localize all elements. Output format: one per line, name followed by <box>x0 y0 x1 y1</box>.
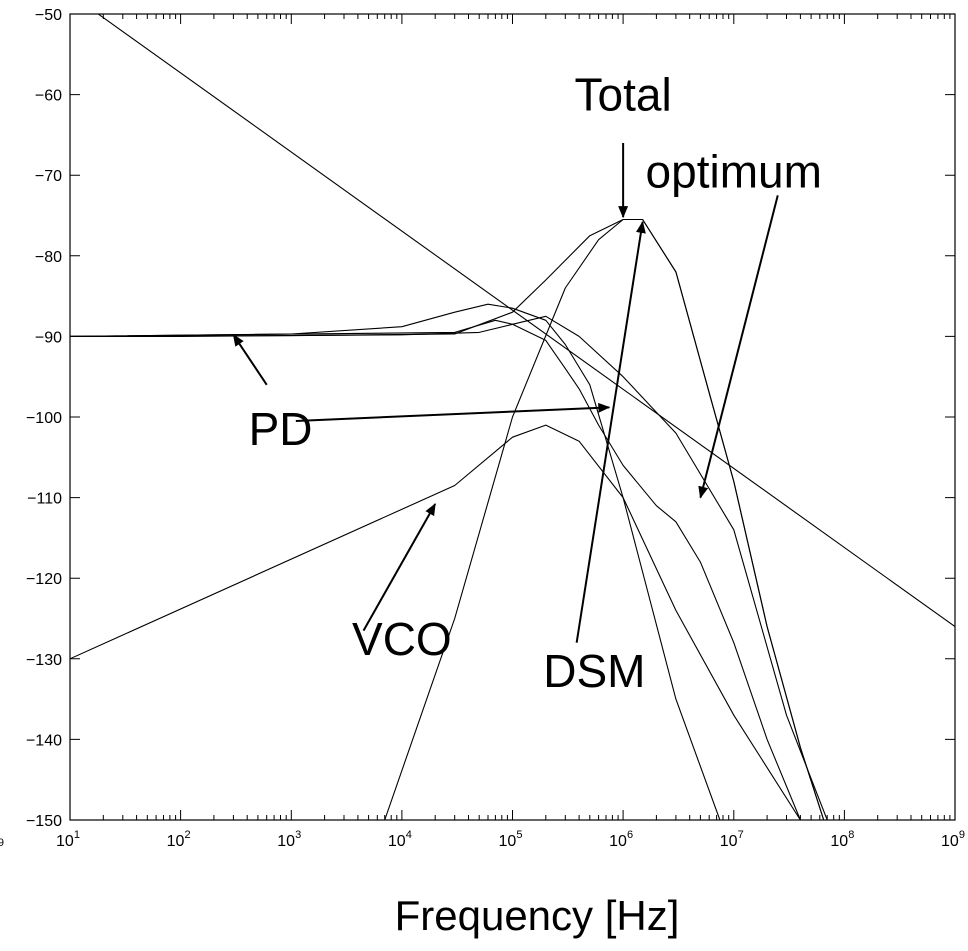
y-tick-label: −80 <box>35 249 62 266</box>
y-tick-label: −90 <box>35 329 62 346</box>
series-line-2 <box>70 315 828 820</box>
y-tick-label: −150 <box>26 813 62 830</box>
y-tick-label: −50 <box>35 7 62 24</box>
x-tick-label: 101 <box>56 829 80 850</box>
annotation-pd: PD <box>249 403 313 455</box>
x-tick-label: 108 <box>830 829 854 850</box>
axis-ticks <box>69 13 956 821</box>
annotation-arrow-2 <box>698 195 779 499</box>
x-tick-label: 107 <box>720 829 744 850</box>
x-tick-fragment: 09 <box>0 837 4 858</box>
annotation-arrow-6 <box>575 220 646 643</box>
series-layer <box>70 14 955 820</box>
x-tick-label: 102 <box>167 829 191 850</box>
series-line-6 <box>70 218 825 820</box>
x-axis-label: Frequency [Hz] <box>395 892 680 939</box>
x-tick-label: 106 <box>609 829 633 850</box>
y-tick-label: −60 <box>35 88 62 105</box>
x-tick-label: 103 <box>277 829 301 850</box>
y-tick-label: −130 <box>26 652 62 669</box>
y-tick-label: −70 <box>35 168 62 185</box>
series-line-7 <box>70 319 801 820</box>
y-tick-label: −100 <box>26 410 62 427</box>
x-tick-label: 105 <box>499 829 523 850</box>
x-tick-label: 104 <box>388 829 412 850</box>
annotation-vco: VCO <box>352 613 452 665</box>
tick-marks <box>69 13 956 821</box>
x-tick-label: 109 <box>941 829 965 850</box>
annotations: Total optimum PD VCO DSM <box>232 69 822 697</box>
series-line-4 <box>70 424 801 820</box>
series-line-1 <box>97 14 955 628</box>
annotation-arrow-4 <box>295 402 611 423</box>
series-line-3 <box>70 303 721 820</box>
annotation-total: Total <box>575 69 672 121</box>
y-tick-label: −110 <box>27 491 62 508</box>
annotation-dsm: DSM <box>543 645 645 697</box>
series-line-5 <box>384 218 825 820</box>
tick-labels: 101 102 103 104 105 106 107 108 109 −50 −60 −70 −80 −… <box>0 7 965 858</box>
y-tick-label: −120 <box>26 571 62 588</box>
y-tick-label: −140 <box>26 732 62 749</box>
annotation-arrow-5 <box>362 503 437 632</box>
annotation-arrow-3 <box>232 333 268 386</box>
annotation-optimum: optimum <box>646 145 822 197</box>
